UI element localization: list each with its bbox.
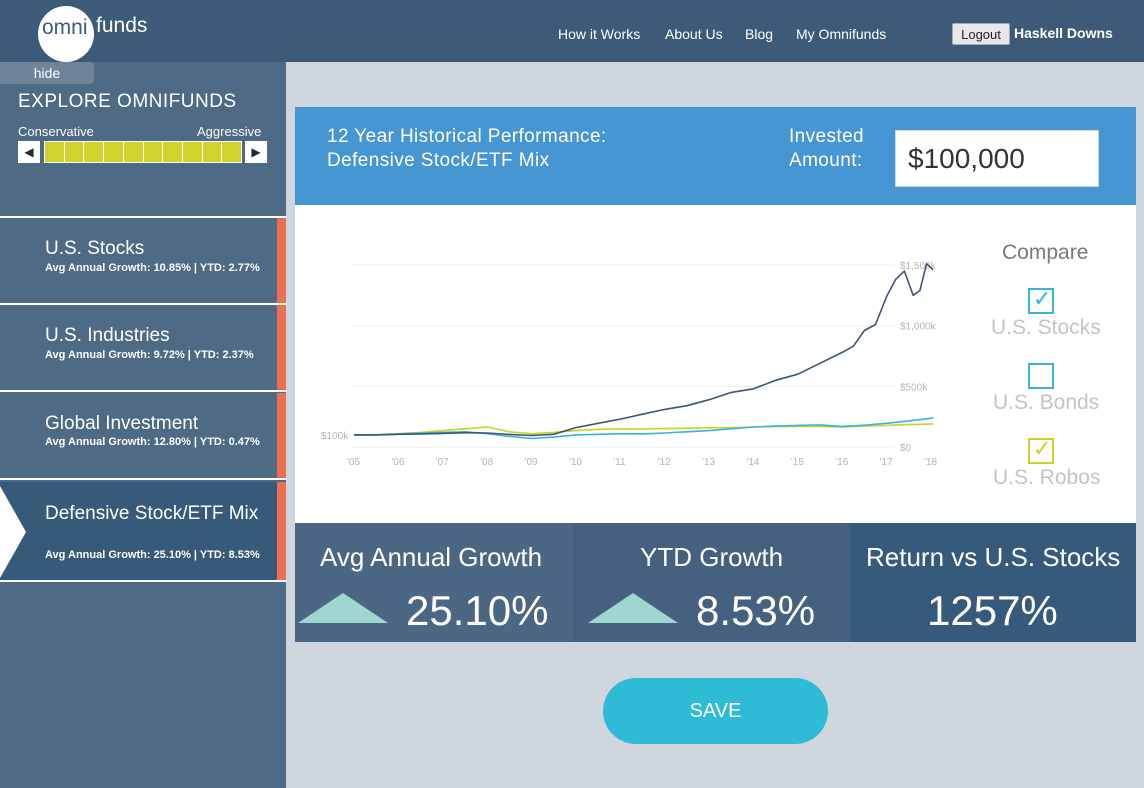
fund-stats: Avg Annual Growth: 12.80% | YTD: 0.47% <box>45 436 260 448</box>
fund-item-us-stocks[interactable]: U.S. Stocks Avg Annual Growth: 10.85% | … <box>0 218 286 305</box>
logout-button[interactable]: Logout <box>952 23 1010 45</box>
nav-blog[interactable]: Blog <box>745 26 774 42</box>
nav-about-us[interactable]: About Us <box>665 26 723 42</box>
chart-series-line <box>354 417 934 440</box>
risk-scale-segment[interactable] <box>143 142 163 162</box>
fund-name: U.S. Stocks <box>45 238 145 259</box>
compare-us-robos-label[interactable]: U.S. Robos <box>993 466 1101 489</box>
chart-start-value-label: $100k <box>321 431 349 442</box>
trend-up-icon <box>298 593 388 623</box>
chart-x-tick-label: '13 <box>702 457 715 468</box>
fund-name: Defensive Stock/ETF Mix <box>45 503 259 524</box>
compare-title: Compare <box>1002 241 1089 264</box>
risk-scale-segment[interactable] <box>222 142 242 162</box>
explore-title: EXPLORE OMNIFUNDS <box>18 91 237 112</box>
risk-scale-segment[interactable] <box>64 142 84 162</box>
fund-item-global-investment[interactable]: Global Investment Avg Annual Growth: 12.… <box>0 393 286 480</box>
fund-stats: Avg Annual Growth: 25.10% | YTD: 8.53% <box>45 549 260 561</box>
performance-title-line1: 12 Year Historical Performance: <box>327 126 607 147</box>
compare-us-robos-checkbox[interactable]: ✓ <box>1028 436 1054 464</box>
avg-growth-title: Avg Annual Growth <box>320 542 543 572</box>
return-vs-value: 1257% <box>927 587 1058 634</box>
risk-scale-segment[interactable] <box>123 142 143 162</box>
avg-growth-value: 25.10% <box>406 587 549 634</box>
sidebar-divider <box>0 216 286 218</box>
risk-scale-segment[interactable] <box>163 142 182 162</box>
hide-sidebar-button[interactable]: hide <box>0 62 94 84</box>
risk-increase-arrow-icon[interactable]: ▶ <box>245 141 267 163</box>
performance-line-chart: $0 $500k $1,000k $1,500k '05 '06 '07 '08 '09 '10 '… <box>321 261 937 468</box>
fund-accent-bar <box>277 305 286 390</box>
chart-x-tick-label: '18 <box>924 457 937 468</box>
ytd-growth-title: YTD Growth <box>640 542 784 572</box>
avg-growth-block: Avg Annual Growth 25.10% <box>295 523 573 642</box>
chart-x-tick-label: '06 <box>391 457 404 468</box>
return-vs-title: Return vs U.S. Stocks <box>866 542 1121 572</box>
chart-y-tick-label: $1,500k <box>900 261 937 272</box>
logo-text-omni: omni <box>42 16 88 39</box>
save-button[interactable]: SAVE <box>603 678 828 744</box>
fund-name: U.S. Industries <box>45 325 170 346</box>
chart-x-tick-label: '16 <box>835 457 848 468</box>
checkmark-icon: ✓ <box>1033 436 1052 461</box>
return-vs-block: Return vs U.S. Stocks 1257% <box>850 523 1136 642</box>
risk-scale-segment[interactable] <box>84 142 104 162</box>
invested-label-line1: Invested <box>789 126 865 147</box>
selected-pointer-icon <box>0 486 26 578</box>
checkmark-icon: ✓ <box>1033 286 1052 311</box>
fund-item-us-industries[interactable]: U.S. Industries Avg Annual Growth: 9.72%… <box>0 305 286 392</box>
chart-series-line <box>353 423 934 436</box>
compare-us-bonds-checkbox[interactable] <box>1028 363 1054 389</box>
chart-x-tick-label: '09 <box>525 457 538 468</box>
compare-us-bonds-label[interactable]: U.S. Bonds <box>993 391 1100 414</box>
fund-item-defensive-mix[interactable]: Defensive Stock/ETF Mix Avg Annual Growt… <box>0 482 286 582</box>
invested-amount-input[interactable] <box>895 130 1099 187</box>
compare-us-stocks-label[interactable]: U.S. Stocks <box>991 316 1101 339</box>
chart-x-tick-label: '15 <box>791 457 804 468</box>
chart-x-tick-label: '07 <box>436 457 449 468</box>
performance-title-line2: Defensive Stock/ETF Mix <box>327 150 550 171</box>
risk-scale-segment[interactable] <box>104 142 123 162</box>
risk-scale-segment[interactable] <box>45 142 64 162</box>
risk-scale-slider[interactable] <box>44 141 242 163</box>
omnifunds-logo-circle[interactable] <box>38 6 94 62</box>
fund-accent-bar <box>277 218 286 303</box>
fund-stats: Avg Annual Growth: 9.72% | YTD: 2.37% <box>45 349 254 361</box>
chart-y-tick-label: $500k <box>900 382 928 393</box>
risk-scale-conservative-label: Conservative <box>18 124 94 139</box>
risk-scale-segment[interactable] <box>182 142 202 162</box>
invested-label-line2: Amount: <box>789 150 863 171</box>
chart-y-tick-label: $1,000k <box>900 322 937 333</box>
fund-name: Global Investment <box>45 413 199 434</box>
user-name: Haskell Downs <box>1014 25 1113 41</box>
risk-decrease-arrow-icon[interactable]: ◀ <box>18 141 40 163</box>
fund-accent-bar <box>277 393 286 478</box>
chart-y-tick-label: $0 <box>900 443 912 454</box>
chart-x-tick-label: '14 <box>746 457 759 468</box>
chart-panel <box>295 205 1136 523</box>
logo-text-funds: funds <box>96 14 148 37</box>
ytd-growth-value: 8.53% <box>696 587 816 634</box>
chart-x-tick-label: '11 <box>613 457 626 468</box>
risk-scale-segment[interactable] <box>202 142 222 162</box>
invested-amount-label: Invested Amount: <box>789 125 864 173</box>
ytd-growth-block: YTD Growth 8.53% <box>573 523 850 642</box>
fund-stats: Avg Annual Growth: 10.85% | YTD: 2.77% <box>45 262 260 274</box>
compare-us-stocks-checkbox[interactable]: ✓ <box>1028 286 1054 314</box>
chart-x-tick-label: '12 <box>658 457 671 468</box>
chart-x-tick-label: '05 <box>347 457 360 468</box>
chart-x-tick-label: '17 <box>880 457 893 468</box>
chart-series-line <box>354 262 934 437</box>
chart-x-tick-label: '10 <box>569 457 582 468</box>
nav-how-it-works[interactable]: How it Works <box>558 26 641 42</box>
trend-up-icon <box>588 593 678 623</box>
nav-my-omnifunds[interactable]: My Omnifunds <box>796 26 887 42</box>
fund-accent-bar <box>277 482 286 580</box>
performance-title: 12 Year Historical Performance: Defensiv… <box>327 125 607 173</box>
chart-x-tick-label: '08 <box>480 457 493 468</box>
risk-scale-aggressive-label: Aggressive <box>197 124 262 139</box>
